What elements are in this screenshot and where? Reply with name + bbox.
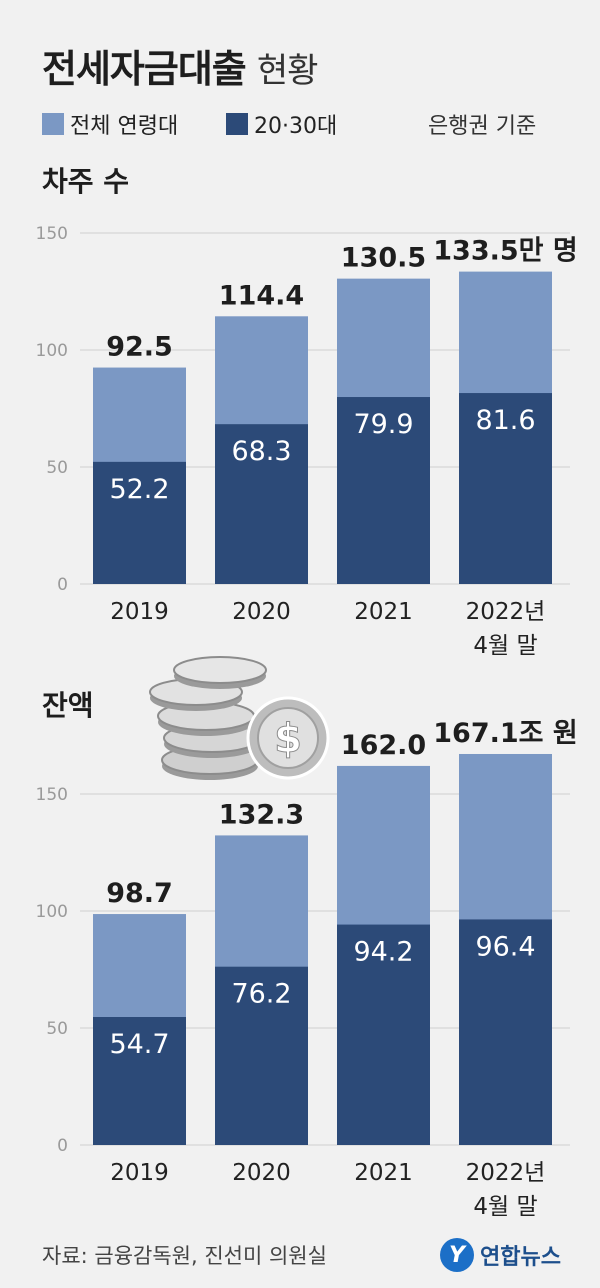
y-tick-label: 50	[46, 1019, 68, 1039]
bar-20-30	[337, 924, 430, 1145]
bar-20-30	[93, 1017, 186, 1145]
bar-20-30	[337, 397, 430, 584]
x-tick-label: 2022년	[466, 599, 546, 625]
chart1-title: 차주 수	[42, 165, 130, 198]
basis-note: 은행권 기준	[428, 114, 537, 139]
data-label-total: 130.5	[341, 243, 426, 274]
data-label-20-30: 81.6	[475, 405, 535, 436]
data-label-total: 114.4	[219, 280, 304, 311]
x-tick-label: 2019	[110, 599, 169, 625]
data-label-20-30: 79.9	[353, 409, 413, 440]
y-tick-label: 100	[36, 902, 68, 922]
title-bold: 전세자금대출	[42, 47, 247, 91]
data-label-20-30: 96.4	[475, 931, 535, 962]
y-tick-label: 150	[36, 224, 68, 244]
title-normal: 현황	[256, 51, 319, 91]
data-label-20-30: 68.3	[231, 436, 291, 467]
y-tick-label: 150	[36, 785, 68, 805]
y-tick-label: 100	[36, 341, 68, 361]
svg-text:$: $	[274, 716, 302, 762]
legend-swatch-all-ages	[42, 113, 64, 135]
y-tick-label: 0	[57, 575, 68, 595]
dollar-coin-icon: $	[246, 696, 330, 780]
page-title: 전세자금대출 현황	[42, 38, 319, 93]
legend-20-30: 20·30대	[226, 108, 337, 140]
source-note: 자료: 금융감독원, 진선미 의원실	[42, 1244, 327, 1268]
x-tick-label: 4월 말	[473, 633, 537, 659]
y-tick-label: 0	[57, 1136, 68, 1156]
yonhap-logo-icon: Y	[440, 1238, 474, 1272]
x-tick-label: 2021	[354, 1160, 413, 1186]
y-tick-label: 50	[46, 458, 68, 478]
data-label-total: 92.5	[106, 332, 173, 363]
data-label-total: 162.0	[341, 730, 426, 761]
bar-20-30	[459, 919, 552, 1145]
brand-name: 연합뉴스	[480, 1245, 561, 1270]
legend-label-all-ages: 전체 연령대	[70, 114, 179, 139]
data-label-total: 132.3	[219, 799, 304, 830]
x-tick-label: 2021	[354, 599, 413, 625]
data-label-20-30: 76.2	[231, 979, 291, 1010]
legend-swatch-20-30	[226, 113, 248, 135]
bar-20-30	[215, 424, 308, 584]
chart2-title: 잔액	[42, 689, 94, 722]
data-label-20-30: 94.2	[353, 937, 413, 968]
bar-20-30	[93, 461, 186, 584]
x-tick-label: 2020	[232, 1160, 291, 1186]
x-tick-label: 2020	[232, 599, 291, 625]
brand-logo: Y 연합뉴스	[440, 1238, 561, 1272]
coin-stack-icon	[149, 656, 267, 780]
x-tick-label: 2019	[110, 1160, 169, 1186]
data-label-total: 98.7	[106, 878, 173, 909]
x-tick-label: 2022년	[466, 1160, 546, 1186]
legend-all-ages: 전체 연령대	[42, 108, 178, 140]
bar-20-30	[459, 393, 552, 584]
data-label-20-30: 54.7	[109, 1029, 169, 1060]
data-label-total: 133.5만 명	[433, 236, 577, 267]
data-label-total: 167.1조 원	[433, 718, 577, 749]
data-label-20-30: 52.2	[109, 474, 169, 505]
bar-20-30	[215, 966, 308, 1145]
x-tick-label: 4월 말	[473, 1194, 537, 1220]
legend-label-20-30: 20·30대	[254, 114, 338, 139]
